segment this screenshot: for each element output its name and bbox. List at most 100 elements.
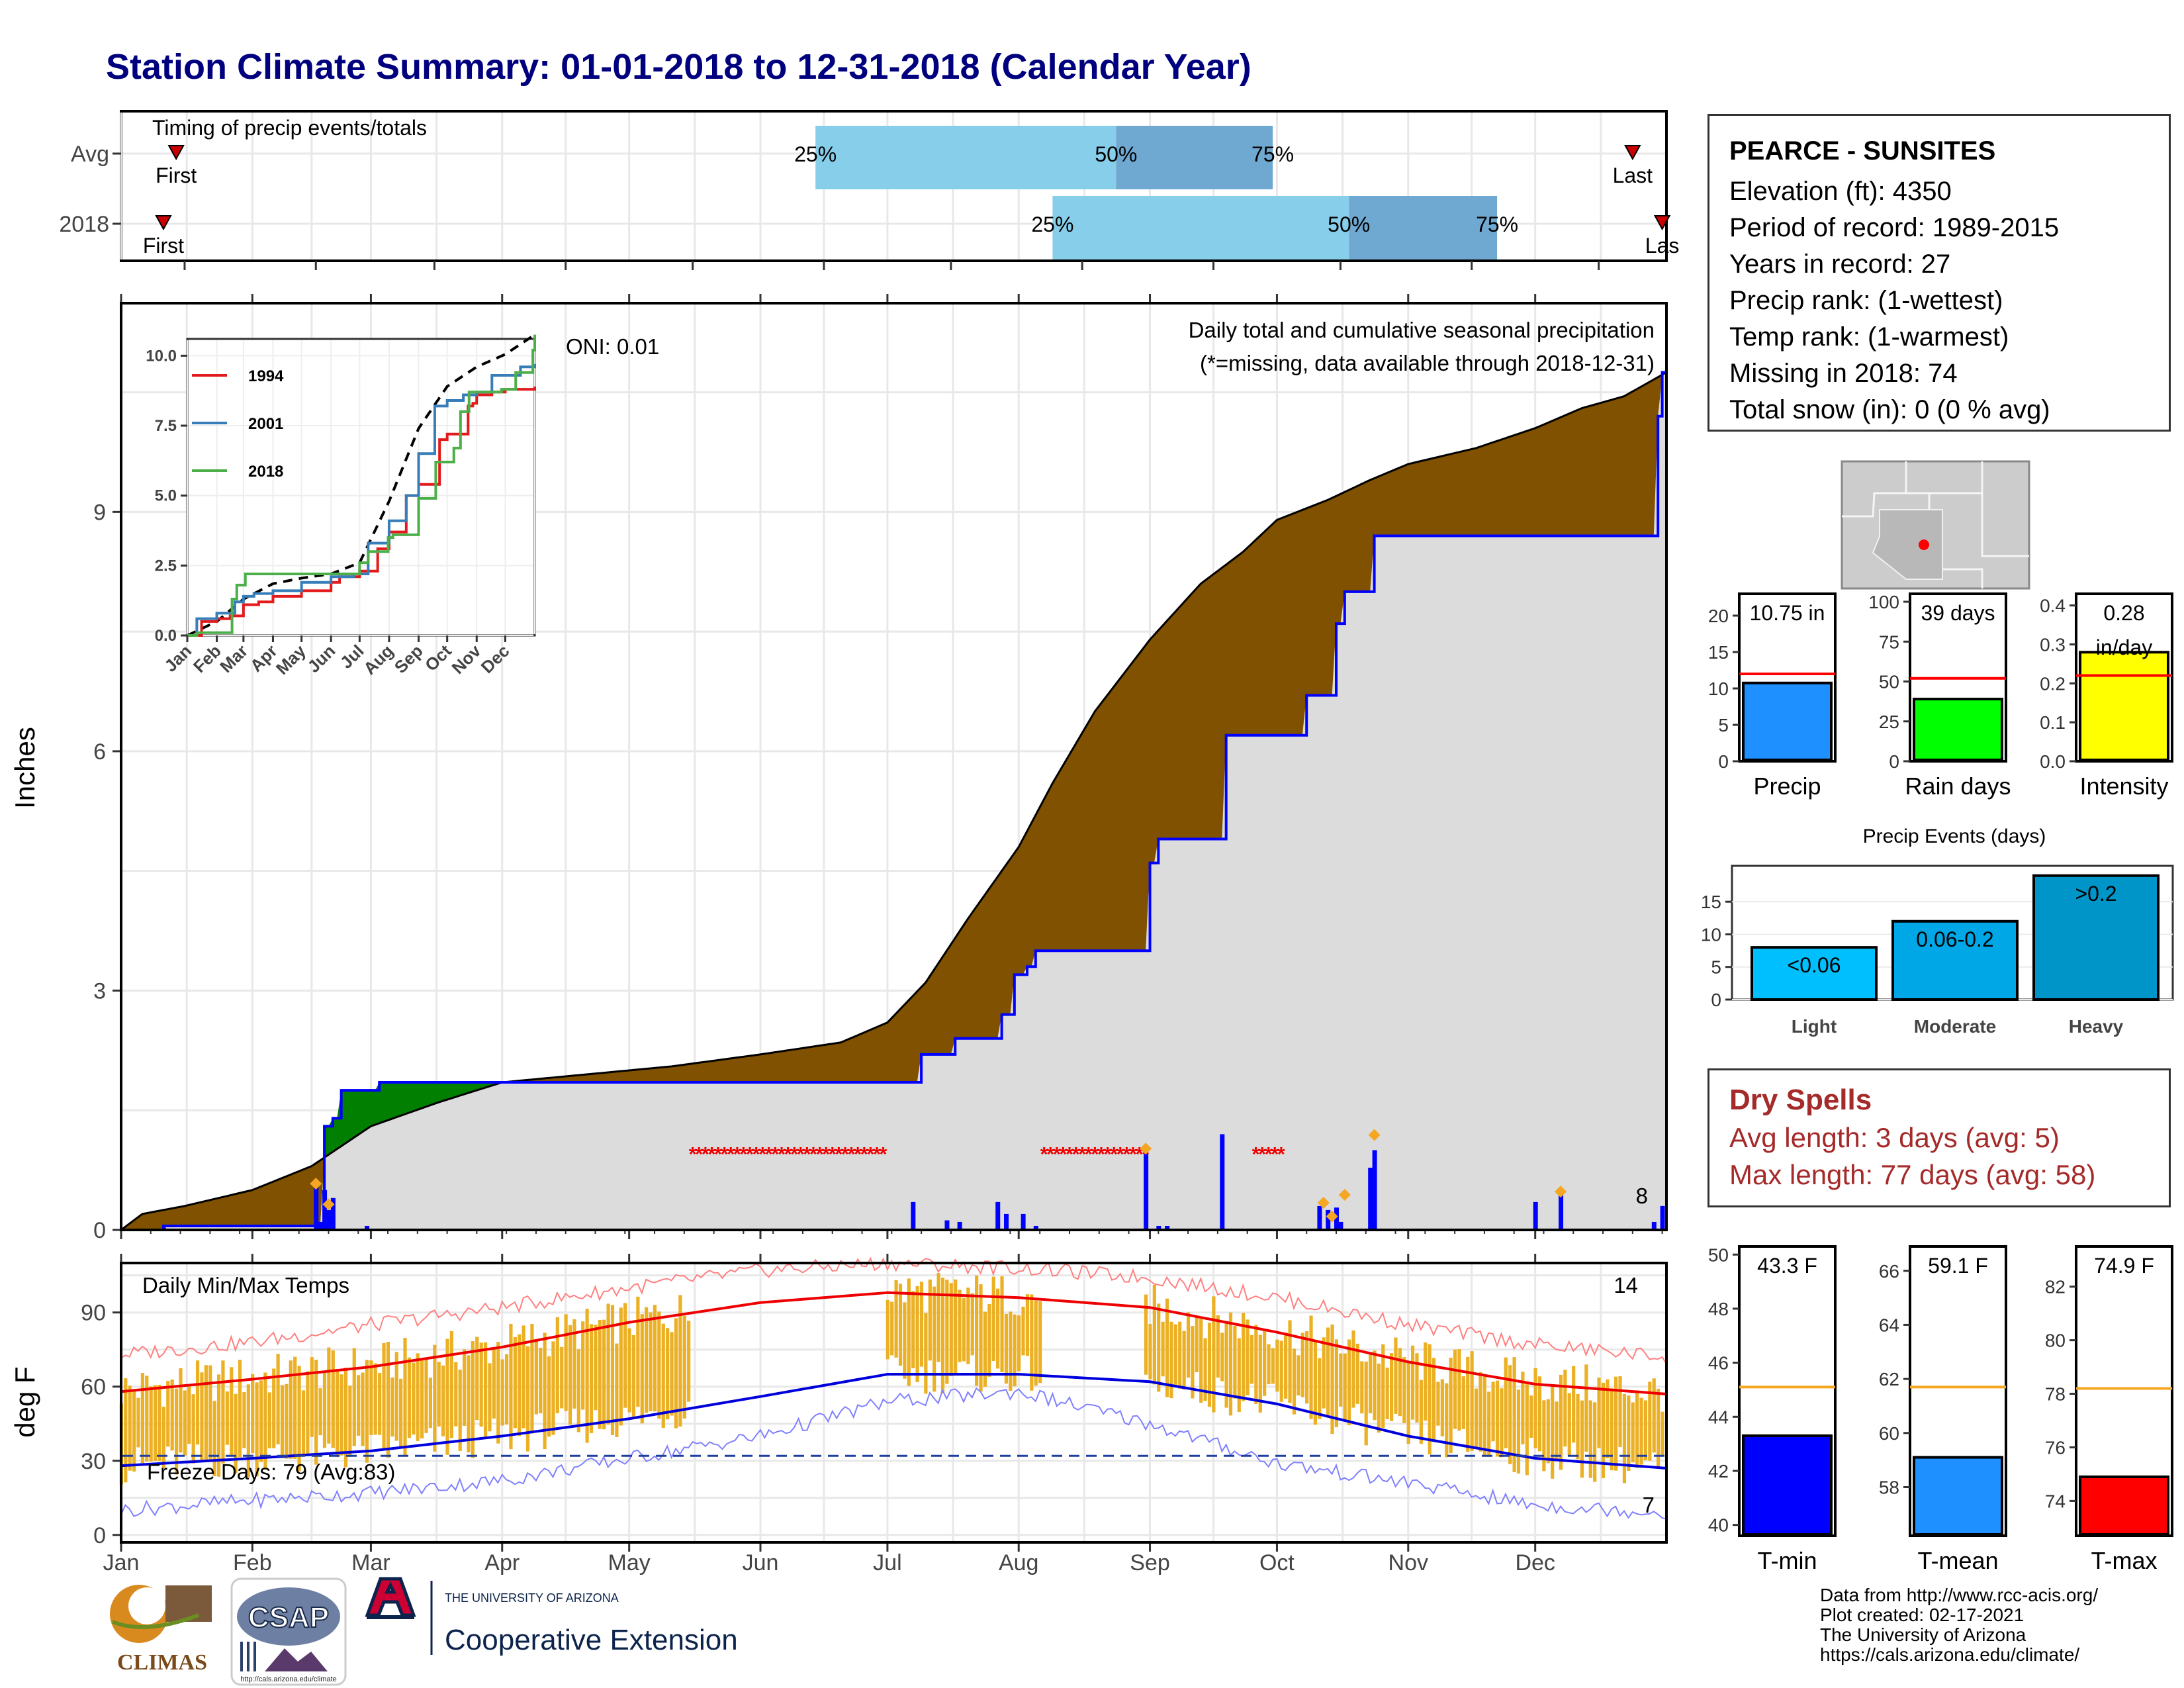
daily-temp-bar — [954, 1279, 958, 1374]
daily-temp-bar — [1326, 1327, 1330, 1415]
daily-temp-bar — [246, 1384, 250, 1478]
extreme-precip-marker — [1326, 1210, 1338, 1223]
missing-marker: * — [803, 1143, 811, 1165]
daily-temp-bar — [191, 1394, 195, 1464]
daily-temp-bar — [1318, 1358, 1322, 1419]
missing-marker: * — [1060, 1143, 1068, 1165]
precip-summary-2-value-label: 0.28 — [2103, 601, 2144, 625]
y2018-last-label: Las — [1645, 234, 1680, 258]
dry-spells-title: Dry Spells — [1729, 1084, 1872, 1116]
daily-precip-bar — [1372, 1150, 1377, 1230]
arizona-map — [1841, 460, 2030, 590]
daily-temp-bar — [1482, 1376, 1486, 1456]
extreme-precip-marker — [310, 1178, 322, 1190]
daily-precip-bar — [1660, 1205, 1665, 1230]
normal-min-line — [120, 1373, 1667, 1470]
daily-temp-bar — [666, 1328, 670, 1420]
avg-last-label: Last — [1613, 164, 1653, 187]
month-label: Jun — [743, 1550, 779, 1575]
daily-temp-bar — [212, 1401, 216, 1477]
precip-summary-0-tick-label: 5 — [1718, 715, 1729, 735]
missing-marker: * — [854, 1143, 862, 1165]
inset-legend-label: 1994 — [248, 367, 284, 385]
daily-temp-bar — [1445, 1383, 1449, 1458]
missing-marker: * — [1252, 1143, 1260, 1165]
daily-temp-bar — [1169, 1321, 1173, 1399]
daily-temp-bar — [1588, 1400, 1592, 1478]
daily-temp-bar — [348, 1385, 352, 1458]
daily-temp-bar — [500, 1359, 504, 1426]
daily-temp-bar — [1191, 1326, 1195, 1399]
daily-temp-bar — [636, 1296, 640, 1407]
temp-summary-1-tick-label: 62 — [1879, 1369, 1899, 1389]
daily-temp-bar — [547, 1356, 551, 1437]
daily-temp-bar — [1381, 1344, 1385, 1428]
daily-temp-bar — [1157, 1303, 1161, 1392]
daily-temp-bar — [1284, 1333, 1288, 1399]
daily-temp-bar — [1021, 1306, 1025, 1356]
daily-temp-bar — [1258, 1335, 1262, 1413]
daily-temp-bar — [1360, 1361, 1364, 1414]
daily-temp-bar — [594, 1325, 598, 1411]
daily-temp-bar — [1529, 1395, 1533, 1438]
daily-temp-bar — [336, 1369, 340, 1458]
daily-temp-bar — [382, 1343, 386, 1450]
daily-temp-bar — [1546, 1399, 1550, 1464]
daily-temp-bar — [1559, 1374, 1563, 1470]
avg-pct-label: 25% — [794, 142, 837, 166]
daily-temp-bar — [928, 1280, 932, 1361]
extreme-precip-marker — [322, 1198, 335, 1211]
daily-temp-bar — [640, 1314, 644, 1424]
daily-temp-bar — [907, 1278, 911, 1386]
daily-temp-bar — [1424, 1342, 1428, 1421]
daily-temp-bar — [1207, 1323, 1212, 1407]
y2018-last-marker — [1653, 215, 1671, 231]
station-temp-rank: Temp rank: (1-warmest) — [1729, 322, 2009, 352]
temp-panel: 0 30 60 90 Daily Min/Max Temps 14 7 Freeze … — [9, 1256, 1668, 1552]
daily-temp-bar — [894, 1280, 898, 1358]
daily-temp-bar — [1233, 1325, 1237, 1399]
daily-precip-bar — [1033, 1225, 1038, 1230]
daily-temp-bar — [966, 1288, 970, 1364]
daily-temp-bar — [1228, 1312, 1233, 1416]
credits: Data from http://www.rcc-acis.org/ Plot … — [1820, 1585, 2098, 1665]
temp-summary-1-tick-label: 64 — [1879, 1315, 1899, 1335]
missing-marker: * — [809, 1143, 817, 1165]
daily-temp-bar — [1567, 1393, 1571, 1456]
daily-temp-bar — [267, 1392, 271, 1448]
daily-temp-bar — [314, 1360, 318, 1465]
missing-marker: * — [1066, 1143, 1073, 1165]
precip-summary-1-tick-label: 25 — [1879, 712, 1899, 732]
daily-temp-bar — [1491, 1382, 1495, 1442]
precip-summary-2-tick-label: 0.4 — [2040, 596, 2066, 616]
daily-precip-bar — [1338, 1221, 1343, 1230]
daily-temp-bar — [1512, 1357, 1516, 1472]
daily-temp-bar — [1347, 1339, 1351, 1426]
daily-temp-bar — [1597, 1378, 1601, 1448]
daily-temp-bar — [1580, 1400, 1584, 1478]
missing-marker: * — [772, 1143, 780, 1165]
temp-summary-0-tick-label: 42 — [1708, 1461, 1729, 1481]
daily-temp-bar — [1508, 1365, 1512, 1464]
missing-marker: * — [1040, 1143, 1048, 1165]
daily-precip-bar — [1004, 1213, 1009, 1230]
daily-temp-bar — [1516, 1389, 1521, 1474]
daily-temp-bar — [1542, 1400, 1546, 1472]
inset-legend-label: 2001 — [248, 415, 283, 433]
missing-marker: * — [1110, 1143, 1118, 1165]
credit-line: https://cals.arizona.edu/climate/ — [1820, 1644, 2080, 1665]
daily-precip-bar — [1220, 1134, 1225, 1230]
daily-temp-bar — [1521, 1372, 1525, 1444]
missing-marker: * — [1123, 1143, 1131, 1165]
daily-temp-bar — [1300, 1333, 1304, 1397]
missing-marker: * — [1078, 1143, 1086, 1165]
daily-temp-bar — [661, 1323, 665, 1429]
missing-marker: * — [790, 1143, 798, 1165]
precip-summary-2-tick-label: 0.2 — [2040, 673, 2066, 694]
station-elevation: Elevation (ft): 4350 — [1729, 177, 1952, 206]
missing-marker: * — [778, 1143, 786, 1165]
daily-temp-bar — [124, 1378, 128, 1483]
daily-temp-bar — [551, 1341, 555, 1435]
daily-precip-bar — [1021, 1213, 1026, 1230]
